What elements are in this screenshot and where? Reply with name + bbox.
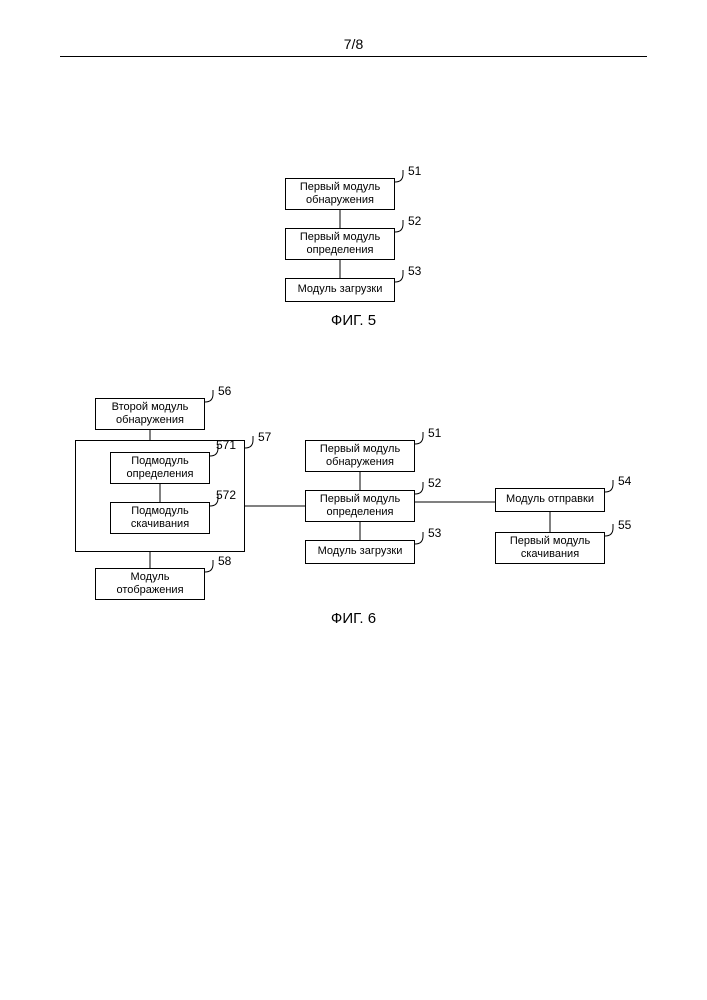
label-54: 54: [618, 474, 631, 488]
fig6-node-51: Первый модульобнаружения: [305, 440, 415, 472]
label-51b: 51: [428, 426, 441, 440]
label-571: 571: [216, 438, 236, 452]
label-52: 52: [408, 214, 421, 228]
fig6-node-571: Подмодульопределения: [110, 452, 210, 484]
fig6-node-52: Первый модульопределения: [305, 490, 415, 522]
fig6-node-54: Модуль отправки: [495, 488, 605, 512]
label-56: 56: [218, 384, 231, 398]
label-55: 55: [618, 518, 631, 532]
header-rule: [60, 56, 647, 57]
fig6-caption: ФИГ. 6: [331, 610, 376, 627]
fig6-node-55: Первый модульскачивания: [495, 532, 605, 564]
label-58: 58: [218, 554, 231, 568]
fig6-node-58: Модульотображения: [95, 568, 205, 600]
label-52b: 52: [428, 476, 441, 490]
label-57: 57: [258, 430, 271, 444]
label-51: 51: [408, 164, 421, 178]
fig6-node-53: Модуль загрузки: [305, 540, 415, 564]
fig5-node-53: Модуль загрузки: [285, 278, 395, 302]
fig5-caption: ФИГ. 5: [331, 312, 376, 329]
page: 7/8 Первый модульобнаружения Первый моду…: [0, 0, 707, 1000]
label-53: 53: [408, 264, 421, 278]
label-53b: 53: [428, 526, 441, 540]
fig6-node-572: Подмодульскачивания: [110, 502, 210, 534]
page-number: 7/8: [344, 36, 363, 52]
fig5-node-51: Первый модульобнаружения: [285, 178, 395, 210]
fig5-node-52: Первый модульопределения: [285, 228, 395, 260]
label-572: 572: [216, 488, 236, 502]
fig6-node-56: Второй модульобнаружения: [95, 398, 205, 430]
